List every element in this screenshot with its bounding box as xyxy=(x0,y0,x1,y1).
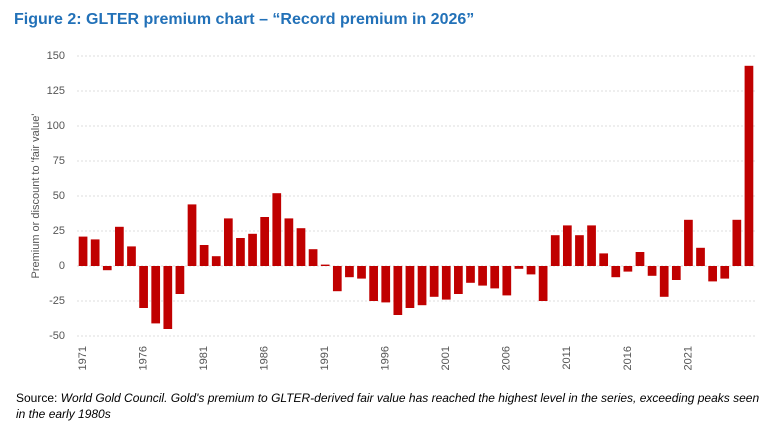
bar xyxy=(635,252,645,266)
x-tick-label: 2001 xyxy=(440,346,452,370)
x-tick-label: 1986 xyxy=(259,346,271,370)
bar xyxy=(478,266,487,286)
bar xyxy=(248,233,257,266)
bar xyxy=(320,264,330,266)
source-note: Source: World Gold Council. Gold's premi… xyxy=(16,390,766,422)
y-tick-label: -50 xyxy=(49,330,65,342)
bar xyxy=(284,218,294,266)
source-label: Source: xyxy=(16,391,58,405)
bar xyxy=(744,65,754,266)
x-tick-label: 1971 xyxy=(77,346,89,370)
bar xyxy=(163,266,173,329)
y-tick-label: 125 xyxy=(47,85,65,97)
bar xyxy=(502,266,512,296)
chart: Figure 2: GLTER premium chart – “Record … xyxy=(14,11,755,370)
y-tick-label: 100 xyxy=(47,120,65,132)
bar xyxy=(345,266,354,278)
bar xyxy=(308,249,318,266)
bar xyxy=(393,266,403,315)
y-tick-label: 25 xyxy=(53,225,65,237)
bar xyxy=(671,266,681,280)
y-tick-label: 50 xyxy=(53,190,65,202)
x-tick-label: 1996 xyxy=(380,346,392,370)
bar xyxy=(357,266,366,279)
bar xyxy=(732,219,742,266)
bar xyxy=(102,266,112,271)
bar xyxy=(587,225,596,266)
bar xyxy=(466,266,475,283)
bar xyxy=(175,266,185,294)
bar xyxy=(538,266,548,301)
bar xyxy=(90,239,100,266)
bar xyxy=(429,266,439,297)
bar xyxy=(454,266,463,294)
bar xyxy=(526,266,536,275)
bar xyxy=(514,266,524,269)
bar xyxy=(611,266,621,278)
bar xyxy=(490,266,500,289)
bar xyxy=(405,266,415,308)
bar xyxy=(684,219,693,266)
bar xyxy=(381,266,391,303)
bar xyxy=(332,266,342,292)
bar xyxy=(199,245,209,266)
y-axis-label: Premium or discount to 'fair value' xyxy=(30,114,42,279)
y-tick-label: -25 xyxy=(49,295,65,307)
y-tick-label: 0 xyxy=(59,260,65,272)
bar xyxy=(236,238,245,266)
bar xyxy=(720,266,730,279)
source-text: World Gold Council. Gold's premium to GL… xyxy=(16,391,760,421)
x-tick-label: 1976 xyxy=(137,346,149,370)
bar xyxy=(441,266,451,300)
bar xyxy=(115,226,124,266)
bar xyxy=(696,247,705,266)
bar xyxy=(369,266,378,301)
bar xyxy=(550,235,560,266)
x-tick-label: 2021 xyxy=(682,346,694,370)
bar xyxy=(708,266,717,282)
chart-title: Figure 2: GLTER premium chart – “Record … xyxy=(14,11,474,28)
x-tick-label: 2016 xyxy=(622,346,634,370)
bar xyxy=(575,235,584,266)
bar xyxy=(272,193,282,266)
bar xyxy=(296,228,306,266)
bar xyxy=(562,225,572,266)
bar xyxy=(599,253,609,266)
y-tick-label: 150 xyxy=(47,50,65,62)
bar xyxy=(187,204,197,266)
bar xyxy=(260,217,270,266)
bar xyxy=(78,236,88,266)
bar xyxy=(127,246,136,266)
bar xyxy=(223,218,233,266)
y-tick-label: 75 xyxy=(53,155,65,167)
bar xyxy=(659,266,669,297)
bar xyxy=(151,266,161,324)
x-tick-label: 1991 xyxy=(319,346,331,370)
bar xyxy=(647,266,657,276)
bar xyxy=(417,266,427,306)
x-tick-label: 2011 xyxy=(561,346,573,370)
bar xyxy=(211,256,221,266)
bar xyxy=(623,266,633,272)
x-tick-label: 2006 xyxy=(501,346,513,370)
x-tick-label: 1981 xyxy=(198,346,210,370)
bar xyxy=(139,266,148,308)
